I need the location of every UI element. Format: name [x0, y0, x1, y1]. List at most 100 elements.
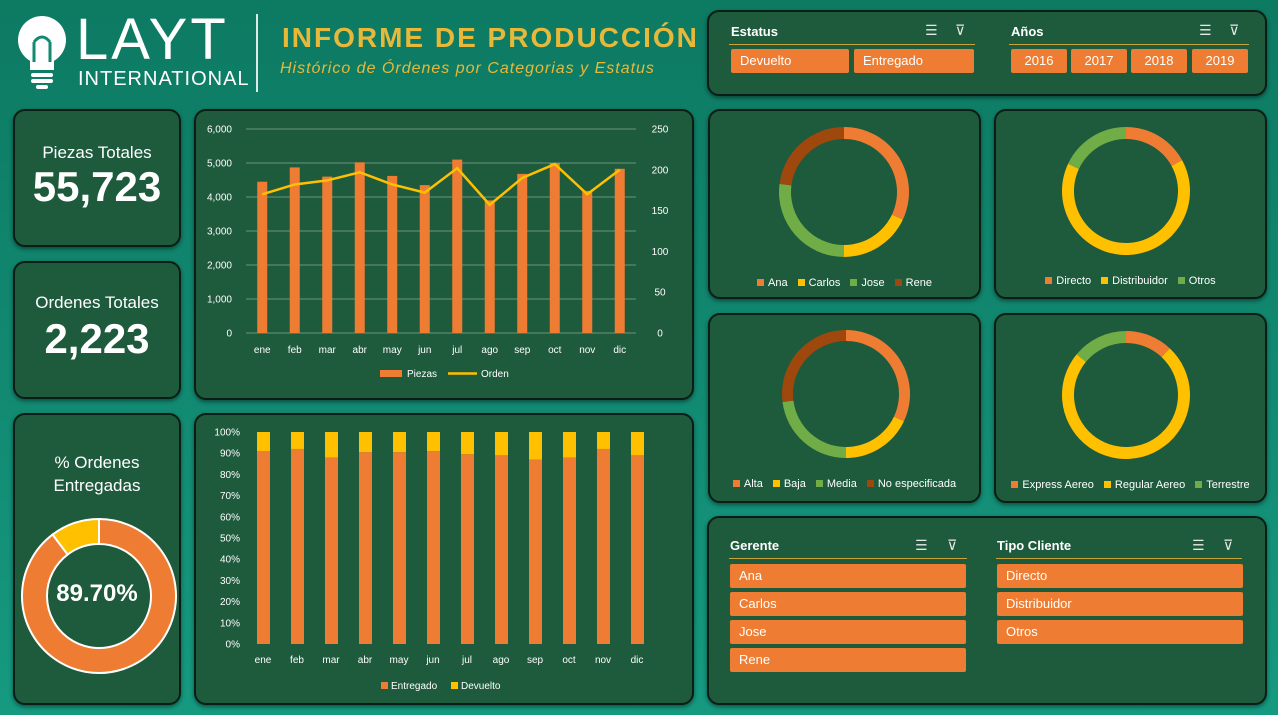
- slicer-title-gerente: Gerente: [730, 538, 780, 553]
- multi-select-icon[interactable]: ☰: [925, 22, 938, 38]
- slicer-item-directo[interactable]: Directo: [997, 564, 1243, 588]
- y-tick-label: 20%: [220, 597, 240, 608]
- legend-item: Rene: [894, 277, 932, 289]
- legend-swatch-entregado: [381, 682, 388, 689]
- donut-chart-prioridad: [782, 330, 910, 458]
- bar-piezas: [517, 173, 528, 333]
- clear-filter-icon[interactable]: ⊽: [1229, 22, 1240, 38]
- bar-devuelto: [325, 432, 338, 458]
- slicer-item-otros[interactable]: Otros: [997, 620, 1243, 644]
- x-tick-label: mar: [322, 655, 340, 666]
- slicer-item-carlos[interactable]: Carlos: [730, 592, 966, 616]
- kpi-value: 89.70%: [56, 580, 138, 607]
- bar-devuelto: [291, 432, 304, 449]
- bar-piezas: [322, 176, 333, 333]
- legend-swatch: [894, 279, 902, 286]
- y-tick-label: 50%: [220, 534, 240, 545]
- legend-label-entregado: Entregado: [391, 681, 438, 692]
- slicer-divider: [996, 558, 1242, 559]
- slicer-item-rene[interactable]: Rene: [730, 648, 966, 672]
- slicer-item-2017[interactable]: 2017: [1071, 49, 1127, 73]
- legend-label-piezas: Piezas: [407, 369, 437, 380]
- y-tick-label: 70%: [220, 491, 240, 502]
- y-tick-label: 0: [226, 329, 232, 340]
- slicer-item-2018[interactable]: 2018: [1131, 49, 1187, 73]
- legend-item: Otros: [1177, 275, 1216, 287]
- page-subtitle: Histórico de Órdenes por Categorias y Es…: [280, 60, 655, 77]
- clear-filter-icon[interactable]: ⊽: [947, 537, 958, 553]
- slicer-item-jose[interactable]: Jose: [730, 620, 966, 644]
- logo-text: LAYT: [76, 7, 229, 72]
- legend-item: Alta: [732, 478, 763, 490]
- y2-tick-label: 150: [652, 206, 669, 217]
- y-tick-label: 3,000: [207, 227, 232, 238]
- legend-swatch: [1045, 277, 1053, 284]
- line-orden: [261, 162, 621, 207]
- bar-piezas: [549, 163, 560, 333]
- legend-item: Baja: [772, 478, 806, 490]
- legend-label: Distribuidor: [1112, 275, 1168, 287]
- donut-envio-card: Express Aereo Regular Aereo Terrestre: [994, 313, 1267, 503]
- clear-filter-icon[interactable]: ⊽: [1223, 537, 1234, 553]
- bar-entregado: [427, 451, 440, 644]
- bar-devuelto: [597, 432, 610, 449]
- bottom-slicers-card: Gerente ☰ ⊽ Ana Carlos Jose Rene Tipo Cl…: [707, 516, 1267, 705]
- donut-slice-rene: [779, 127, 844, 186]
- slicer-item-devuelto[interactable]: Devuelto: [731, 49, 849, 73]
- donut-slice-carlos: [844, 214, 903, 257]
- bar-devuelto: [495, 432, 508, 456]
- stacked-chart-card: 0% 10% 20% 30% 40% 50% 60% 70% 80% 90% 100% ene feb m…: [194, 413, 694, 705]
- legend-item: Carlos: [797, 277, 840, 289]
- legend-item: No especificada: [866, 478, 957, 490]
- legend-swatch: [757, 279, 765, 286]
- x-tick-label: ene: [254, 345, 271, 356]
- donut-slice-media: [782, 400, 846, 458]
- legend-swatch: [797, 279, 805, 286]
- clear-filter-icon[interactable]: ⊽: [955, 22, 966, 38]
- donut-slice-baja: [846, 416, 904, 458]
- legend-label: Alta: [743, 478, 763, 490]
- legend-label: No especificada: [877, 478, 957, 490]
- kpi-label: Entregadas: [53, 476, 141, 495]
- kpi-label: Ordenes Totales: [35, 293, 159, 312]
- y2-tick-label: 50: [654, 288, 666, 299]
- multi-select-icon[interactable]: ☰: [1192, 537, 1205, 553]
- legend-swatch: [772, 480, 780, 487]
- page-title: INFORME DE PRODUCCIÓN: [282, 22, 699, 53]
- bar-devuelto: [563, 432, 576, 458]
- multi-select-icon[interactable]: ☰: [915, 537, 928, 553]
- bar-piezas: [614, 168, 625, 333]
- legend-label: Express Aereo: [1022, 479, 1094, 491]
- y-tick-label: 40%: [220, 555, 240, 566]
- legend-swatch: [850, 279, 858, 286]
- slicer-item-2019[interactable]: 2019: [1192, 49, 1248, 73]
- lightbulb-icon: [18, 16, 66, 89]
- legend-label: Rene: [905, 277, 932, 289]
- x-tick-label: nov: [595, 655, 611, 666]
- donut-prioridad-card: Alta Baja Media No especificada: [708, 313, 981, 503]
- legend-swatch: [1011, 481, 1019, 488]
- y-tick-label: 2,000: [207, 261, 232, 272]
- legend-envio: Express Aereo Regular Aereo Terrestre: [996, 479, 1265, 491]
- kpi-label: % Ordenes: [54, 453, 140, 472]
- slicer-item-distribuidor[interactable]: Distribuidor: [997, 592, 1243, 616]
- donut-slice-entregadas: [21, 517, 177, 674]
- legend-swatch: [866, 480, 874, 487]
- legend-label: Terrestre: [1206, 479, 1250, 491]
- kpi-entregadas-card: % Ordenes Entregadas 89.70%: [13, 413, 181, 705]
- bar-piezas: [484, 200, 495, 333]
- slicer-divider: [729, 44, 975, 45]
- x-tick-label: mar: [319, 345, 337, 356]
- slicer-item-2016[interactable]: 2016: [1011, 49, 1067, 73]
- slicer-item-entregado[interactable]: Entregado: [854, 49, 974, 73]
- legend-swatch: [1177, 277, 1185, 284]
- x-tick-label: abr: [353, 345, 368, 356]
- bar-piezas: [582, 190, 593, 333]
- donut-slice-directo: [1126, 127, 1183, 166]
- bar-piezas: [452, 159, 463, 333]
- legend-swatch: [1195, 481, 1203, 488]
- multi-select-icon[interactable]: ☰: [1199, 22, 1212, 38]
- legend-item: Media: [815, 478, 857, 490]
- slicer-item-ana[interactable]: Ana: [730, 564, 966, 588]
- legend-swatch-piezas: [380, 370, 402, 377]
